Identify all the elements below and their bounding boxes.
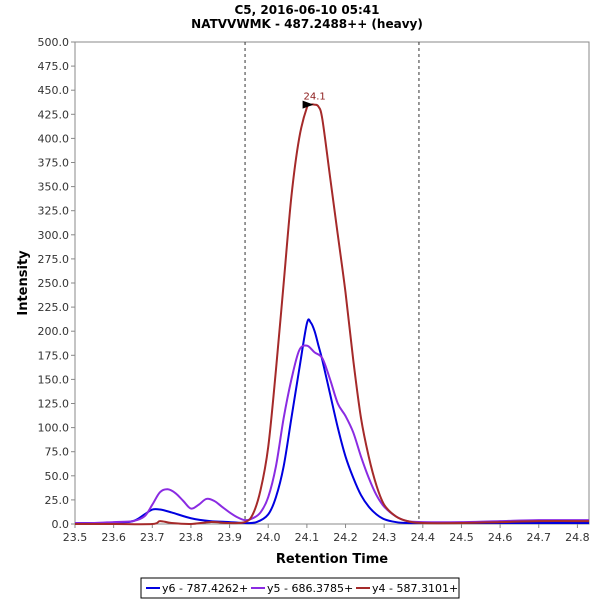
chart-subtitle: NATVVWMK - 487.2488++ (heavy): [191, 17, 423, 31]
integration-boundaries: [244, 42, 420, 524]
x-tick-label: 23.5: [63, 531, 88, 544]
y-tick-label: 275.0: [38, 253, 70, 266]
y-tick-label: 475.0: [38, 60, 70, 73]
x-tick-label: 24.0: [256, 531, 281, 544]
legend-box: [140, 577, 460, 599]
legend: y6 - 787.4262+ y5 - 686.3785+ y4 - 587.3…: [140, 577, 460, 599]
x-axis-ticks: 23.5 23.6 23.7 23.8 23.9 24.0 24.1 24.2 24.3 24.4…: [63, 524, 590, 544]
x-tick-label: 24.2: [333, 531, 358, 544]
y-tick-label: 50.0: [45, 470, 70, 483]
x-tick-label: 24.3: [372, 531, 397, 544]
y-tick-label: 350.0: [38, 181, 70, 194]
y-tick-label: 375.0: [38, 157, 70, 170]
legend-label-y4: y4 - 587.3101+: [372, 582, 458, 595]
y-axis-label: Intensity: [16, 250, 31, 316]
y-tick-label: 0.0: [52, 518, 70, 531]
plot-area: [74, 41, 590, 525]
x-tick-label: 24.8: [565, 531, 590, 544]
y-tick-label: 25.0: [45, 494, 70, 507]
y-tick-label: 150.0: [38, 373, 70, 386]
x-tick-label: 24.7: [527, 531, 552, 544]
x-tick-label: 23.9: [217, 531, 242, 544]
x-tick-label: 24.6: [488, 531, 513, 544]
x-axis-label: Retention Time: [276, 552, 388, 567]
x-tick-label: 23.8: [179, 531, 204, 544]
y-axis-ticks: 0.0 25.0 50.0 75.0 100.0 125.0 150.0 175.0 200.0…: [38, 36, 75, 531]
legend-label-y5: y5 - 686.3785+: [267, 582, 353, 595]
y-tick-label: 75.0: [45, 446, 70, 459]
y-tick-label: 325.0: [38, 205, 70, 218]
y-tick-label: 250.0: [38, 277, 70, 290]
y-tick-label: 300.0: [38, 229, 70, 242]
y-tick-label: 425.0: [38, 108, 70, 121]
legend-label-y6: y6 - 787.4262+: [162, 582, 248, 595]
series-line-y5: [74, 344, 590, 525]
y-tick-label: 175.0: [38, 349, 70, 362]
y-tick-label: 200.0: [38, 325, 70, 338]
y-tick-label: 225.0: [38, 301, 70, 314]
y-tick-label: 100.0: [38, 422, 70, 435]
x-tick-label: 23.6: [101, 531, 126, 544]
x-tick-label: 24.5: [449, 531, 474, 544]
y-tick-label: 500.0: [38, 36, 70, 49]
y-tick-label: 400.0: [38, 132, 70, 145]
x-tick-label: 24.4: [411, 531, 436, 544]
y-tick-label: 125.0: [38, 398, 70, 411]
chart-title: C5, 2016-06-10 05:41: [234, 3, 379, 17]
peak-marker-arrow: [302, 100, 314, 109]
peak-annotation-layer: 24.1: [302, 92, 326, 109]
series-line-y6: [75, 318, 590, 525]
peak-label: 24.1: [303, 92, 325, 103]
x-tick-label: 24.1: [295, 531, 320, 544]
x-tick-label: 23.7: [140, 531, 165, 544]
y-tick-label: 450.0: [38, 84, 70, 97]
